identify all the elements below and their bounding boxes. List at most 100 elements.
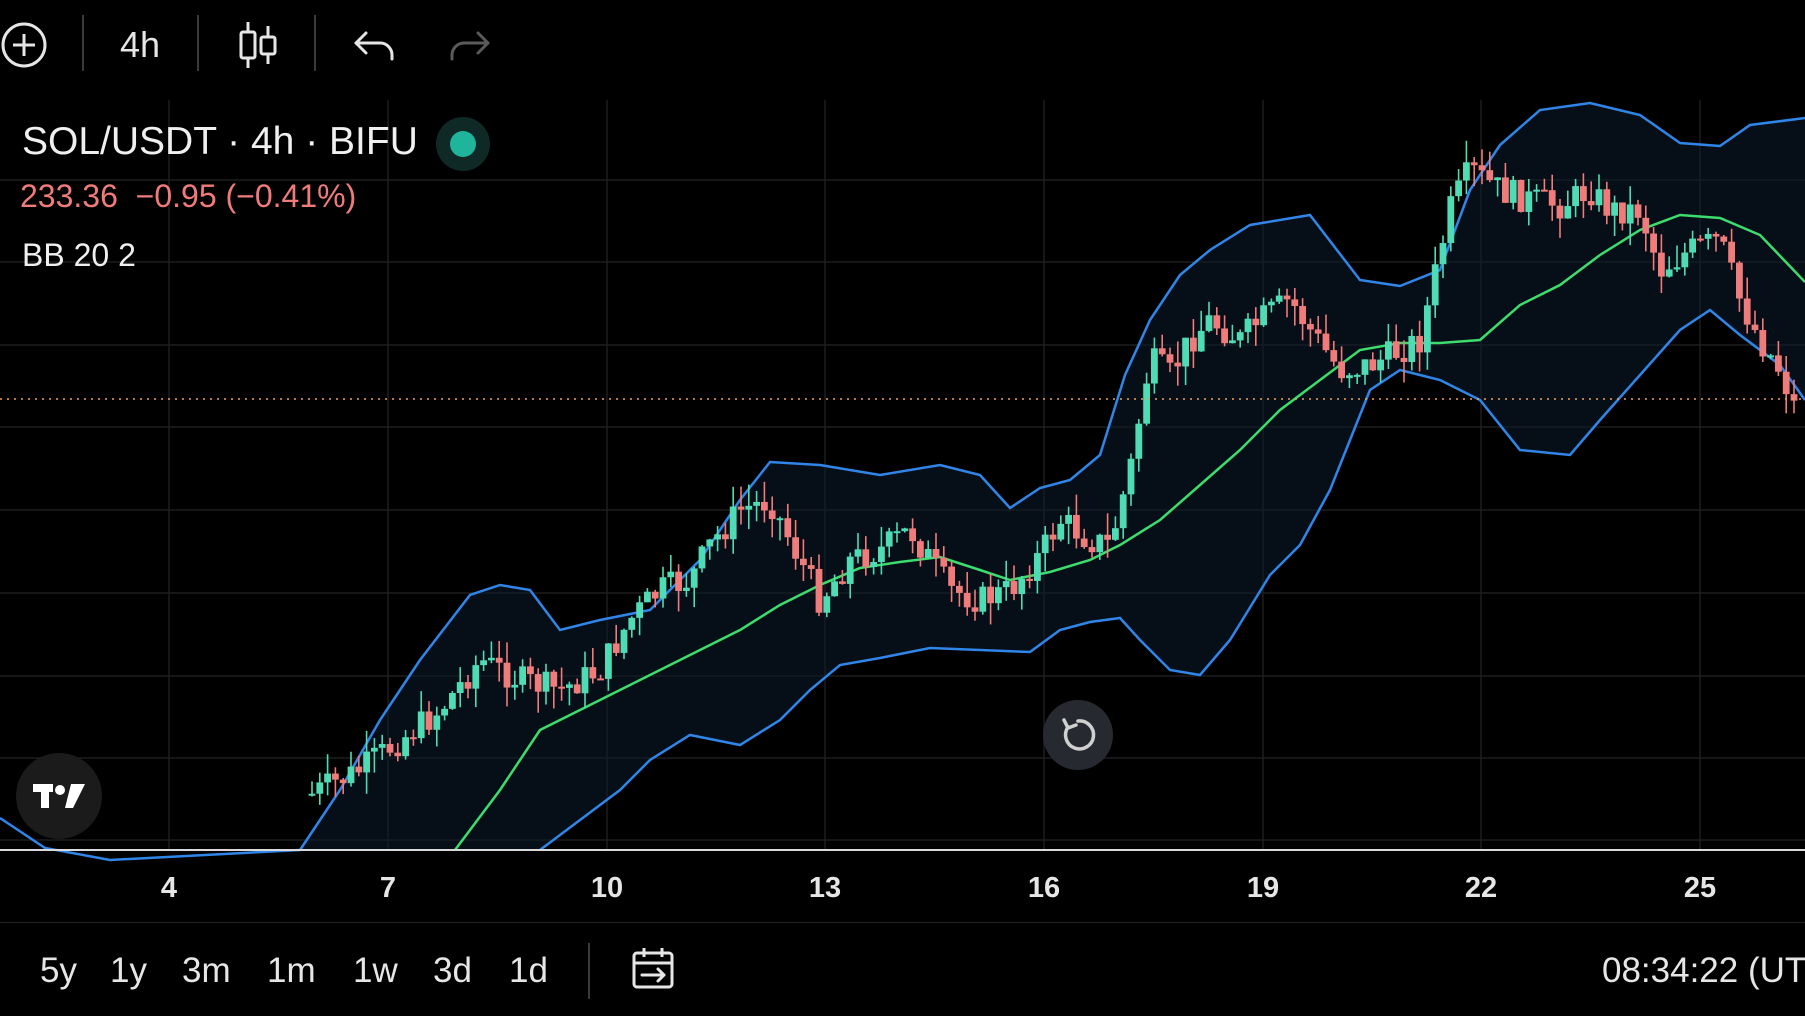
candle [917, 538, 924, 567]
interval-button[interactable]: 4h [110, 14, 170, 76]
candle [1229, 324, 1236, 344]
candle [1088, 539, 1096, 558]
candle [940, 546, 948, 573]
indicator-label[interactable]: BB 20 2 [22, 237, 136, 273]
range-3d-button[interactable]: 3d [433, 951, 472, 990]
candle [1018, 575, 1026, 610]
candle [1002, 560, 1010, 601]
add-indicator-button[interactable] [0, 14, 48, 76]
redo-icon [450, 31, 490, 61]
range-3m-button[interactable]: 3m [182, 951, 231, 990]
market-status-indicator[interactable] [436, 117, 490, 171]
candle [1392, 324, 1400, 360]
candle [714, 526, 721, 552]
tradingview-logo[interactable] [16, 753, 102, 839]
candle [472, 655, 480, 708]
candle [831, 574, 838, 597]
candle [378, 734, 386, 760]
candle [1431, 246, 1439, 318]
candle [1010, 565, 1018, 601]
candle [1197, 310, 1205, 352]
candle [1751, 310, 1759, 334]
candle [987, 573, 994, 625]
candle [1595, 174, 1603, 212]
range-1w-button[interactable]: 1w [353, 951, 398, 990]
x-tick-label: 25 [1684, 872, 1716, 904]
candle [1283, 288, 1291, 318]
candle [425, 701, 433, 735]
range-1y-button[interactable]: 1y [110, 951, 147, 990]
candle [1104, 513, 1111, 558]
candle [1260, 297, 1267, 327]
candle [1221, 315, 1228, 347]
candle [550, 669, 558, 709]
candle [628, 616, 636, 638]
price-change: −0.95 (−0.41%) [135, 178, 357, 214]
top-toolbar: 4h [0, 0, 1805, 90]
bottom-divider [588, 943, 590, 999]
candle [597, 674, 604, 681]
candle [761, 481, 768, 523]
candle [636, 595, 643, 636]
candle [1416, 320, 1423, 372]
candle [488, 641, 495, 664]
toolbar-divider [82, 15, 84, 71]
candle [480, 650, 487, 671]
candle [878, 526, 885, 575]
clock-readout[interactable]: 08:34:22 (UTC [1602, 951, 1805, 990]
candle [1151, 337, 1158, 394]
symbol-title[interactable]: SOL/USDT · 4h · BIFU [22, 120, 418, 163]
candle [1509, 175, 1517, 210]
calendar-goto-icon[interactable] [630, 945, 678, 993]
candle [1166, 347, 1174, 373]
candle [1455, 169, 1462, 202]
candle [1369, 352, 1377, 371]
candle [1447, 186, 1455, 252]
range-5y-button[interactable]: 5y [40, 951, 77, 990]
candle [1073, 494, 1080, 549]
candle [862, 536, 870, 576]
candle [1712, 231, 1720, 252]
candle [667, 555, 675, 588]
candle [1096, 533, 1104, 560]
candle [776, 516, 784, 541]
candle [1517, 179, 1525, 213]
candle [792, 520, 799, 570]
candle [729, 486, 737, 554]
candle [1034, 540, 1041, 594]
candles-icon [239, 22, 277, 68]
candle [1533, 184, 1540, 202]
reset-chart-button[interactable] [1043, 700, 1113, 770]
candle [1026, 565, 1033, 589]
undo-button[interactable] [350, 14, 398, 76]
candle [355, 755, 363, 777]
candle [745, 484, 753, 530]
price-chart[interactable]: 4 7 10 13 16 19 22 25 [0, 0, 1805, 922]
candle [1634, 199, 1642, 226]
candle [675, 564, 682, 612]
x-tick-label: 19 [1247, 872, 1279, 904]
candle [1158, 334, 1166, 357]
range-1d-button[interactable]: 1d [509, 951, 548, 990]
interval-label: 4h [119, 24, 161, 65]
candle [1119, 490, 1127, 539]
candle [924, 540, 932, 559]
candle [1127, 453, 1135, 506]
candle [901, 527, 909, 533]
candle [1112, 516, 1119, 541]
candle [433, 706, 441, 747]
candle [1252, 307, 1260, 346]
candle [1190, 319, 1197, 368]
candles [308, 140, 1798, 805]
candle [854, 533, 862, 564]
candle [394, 742, 402, 762]
candle [1049, 523, 1057, 552]
candle [1478, 149, 1486, 185]
candle [449, 691, 456, 710]
chart-type-button[interactable] [234, 14, 282, 76]
candle [1782, 356, 1790, 414]
redo-button[interactable] [446, 14, 494, 76]
candle [690, 566, 698, 608]
candle [885, 527, 893, 558]
range-1m-button[interactable]: 1m [267, 951, 316, 990]
